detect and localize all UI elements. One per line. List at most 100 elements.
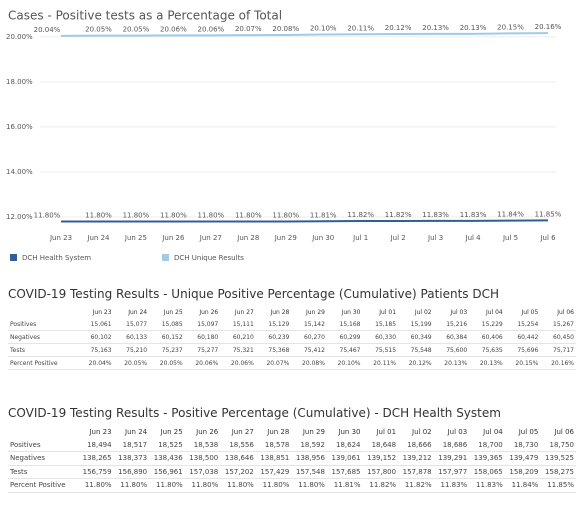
table-cell: 18,686 bbox=[433, 438, 470, 452]
column-header: Jun 23 bbox=[89, 428, 112, 437]
column-header: Jul 02 bbox=[412, 428, 432, 437]
table-cell: 75,210 bbox=[113, 343, 150, 357]
y-tick-label: 12.00% bbox=[6, 213, 33, 221]
row-label: Percent Positive bbox=[8, 356, 78, 370]
column-header: Jul 03 bbox=[450, 308, 468, 316]
table-cell: 20.12% bbox=[398, 356, 434, 370]
data-label: 11.80% bbox=[272, 211, 299, 219]
data-label: 11.81% bbox=[310, 211, 337, 219]
data-label: 11.80% bbox=[197, 211, 224, 219]
table-cell: 138,851 bbox=[255, 451, 292, 466]
table-cell: 139,479 bbox=[504, 451, 541, 466]
x-tick-label: Jun 26 bbox=[161, 234, 185, 242]
table-cell: 60,152 bbox=[149, 330, 185, 344]
table-row: Tests 156,759 156,890 156,961 157,038 157,202… bbox=[8, 465, 576, 479]
table-cell: 18,592 bbox=[291, 438, 327, 452]
table-cell: 60,330 bbox=[362, 330, 399, 344]
table-cell: 75,515 bbox=[362, 343, 399, 357]
table-cell: 75,277 bbox=[184, 343, 221, 357]
table-cell: 156,961 bbox=[149, 465, 185, 479]
column-header: Jul 03 bbox=[447, 428, 468, 437]
table-row: Percent Positive 11.80% 11.80% 11.80% 11.80%… bbox=[8, 478, 576, 493]
column-header: Jul 05 bbox=[521, 308, 539, 316]
table-cell: 139,061 bbox=[326, 451, 363, 466]
table-cell: 20.06% bbox=[184, 356, 221, 370]
chart-title: Cases - Positive tests as a Percentage o… bbox=[8, 9, 282, 23]
table-cell: 20.04% bbox=[78, 356, 114, 370]
table-row: Positives 15,061 15,077 15,085 15,097 15,111 1… bbox=[8, 318, 576, 331]
y-tick-label: 20.00% bbox=[6, 33, 33, 41]
data-label: 20.05% bbox=[85, 26, 112, 34]
table-cell: 139,152 bbox=[362, 451, 399, 466]
table-cell: 156,759 bbox=[78, 465, 114, 479]
data-label: 20.06% bbox=[197, 25, 224, 33]
data-label: 11.83% bbox=[460, 211, 487, 219]
table-cell: 75,412 bbox=[291, 343, 327, 357]
table-cell: 11.80% bbox=[78, 478, 114, 493]
y-tick-label: 16.00% bbox=[6, 123, 33, 131]
table-cell: 138,646 bbox=[220, 451, 256, 466]
x-tick-label: Jun 28 bbox=[236, 234, 259, 242]
table-cell: 60,384 bbox=[433, 330, 470, 344]
table-cell: 18,525 bbox=[149, 438, 185, 452]
table-cell: 75,237 bbox=[149, 343, 185, 357]
column-header: Jul 06 bbox=[554, 428, 574, 437]
row-label: Tests bbox=[8, 343, 78, 357]
y-tick-label: 18.00% bbox=[6, 78, 33, 86]
table-cell: 11.83% bbox=[469, 478, 505, 493]
table-cell: 15,199 bbox=[398, 318, 434, 331]
table-cell: 20.13% bbox=[433, 356, 470, 370]
table-cell: 157,977 bbox=[433, 465, 470, 479]
table-cell: 60,450 bbox=[540, 330, 576, 344]
data-label: 20.16% bbox=[535, 23, 562, 31]
data-label: 20.15% bbox=[497, 23, 524, 31]
table-cell: 138,436 bbox=[149, 451, 185, 466]
table-cell: 138,265 bbox=[78, 451, 114, 466]
table-cell: 11.80% bbox=[113, 478, 150, 493]
table-cell: 139,365 bbox=[469, 451, 505, 466]
corner-cell bbox=[8, 426, 78, 439]
column-header: Jun 23 bbox=[92, 308, 112, 316]
table-cell: 20.05% bbox=[113, 356, 150, 370]
table-cell: 18,648 bbox=[362, 438, 399, 452]
table-cell: 11.80% bbox=[291, 478, 327, 493]
table-row: Tests 75,163 75,210 75,237 75,277 75,321 75,36… bbox=[8, 343, 576, 357]
data-label: 11.80% bbox=[123, 211, 150, 219]
data-label: 20.10% bbox=[310, 25, 337, 33]
table-cell: 75,600 bbox=[433, 343, 470, 357]
table-cell: 15,216 bbox=[433, 318, 470, 331]
table-cell: 157,800 bbox=[362, 465, 399, 479]
column-header: Jun 28 bbox=[267, 428, 290, 437]
table-cell: 15,142 bbox=[291, 318, 327, 331]
table-cell: 15,111 bbox=[220, 318, 256, 331]
table-cell: 20.06% bbox=[220, 356, 256, 370]
table-cell: 18,624 bbox=[326, 438, 363, 452]
table-cell: 11.82% bbox=[362, 478, 399, 493]
table-cell: 15,077 bbox=[113, 318, 150, 331]
legend-swatch bbox=[162, 254, 169, 261]
table-cell: 60,180 bbox=[184, 330, 221, 344]
x-tick-label: Jul 5 bbox=[502, 234, 518, 242]
table-cell: 18,494 bbox=[78, 438, 114, 452]
column-header: Jun 27 bbox=[231, 428, 254, 437]
table-cell: 11.80% bbox=[255, 478, 292, 493]
series-line bbox=[60, 32, 549, 37]
x-tick-label: Jun 24 bbox=[86, 234, 110, 242]
table-cell: 75,635 bbox=[469, 343, 505, 357]
table-cell: 15,129 bbox=[255, 318, 292, 331]
series-line bbox=[61, 219, 549, 223]
data-label: 11.80% bbox=[34, 211, 61, 219]
table-cell: 15,061 bbox=[78, 318, 114, 331]
row-label: Positives bbox=[8, 318, 78, 331]
table-cell: 11.80% bbox=[149, 478, 185, 493]
data-label: 20.07% bbox=[235, 25, 262, 33]
table-cell: 20.16% bbox=[540, 356, 576, 370]
table-cell: 75,696 bbox=[504, 343, 541, 357]
table-cell: 60,349 bbox=[398, 330, 434, 344]
table-cell: 20.10% bbox=[326, 356, 363, 370]
table-cell: 60,239 bbox=[255, 330, 292, 344]
table-cell: 11.84% bbox=[504, 478, 541, 493]
data-label: 11.80% bbox=[235, 211, 262, 219]
column-header: Jul 06 bbox=[557, 308, 574, 316]
table-cell: 18,578 bbox=[255, 438, 292, 452]
